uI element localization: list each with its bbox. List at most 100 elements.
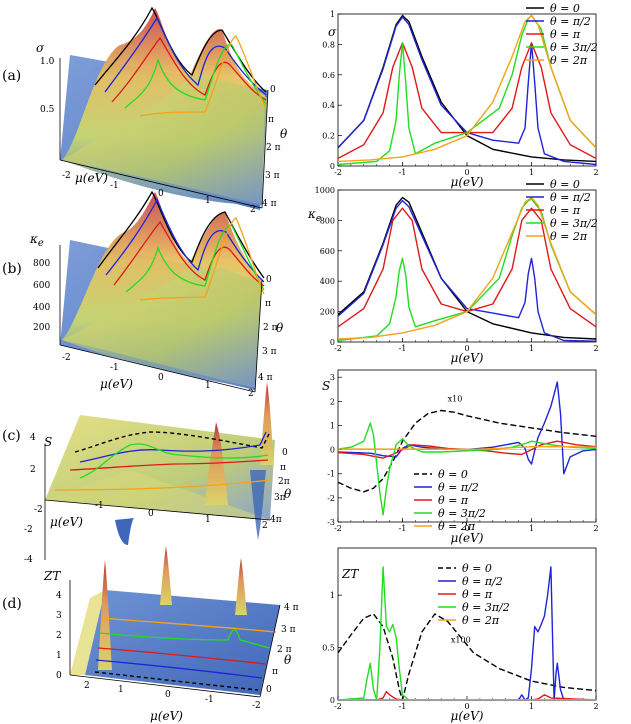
annotation-label: x10 xyxy=(448,394,463,403)
surface-d-theta-label: θ xyxy=(284,653,292,667)
legend-label: θ = π xyxy=(550,204,581,217)
surface-d-theta-tick: π xyxy=(272,667,278,677)
surface-c-spike xyxy=(260,382,274,465)
surface-c-z-tick: 4 xyxy=(30,433,36,443)
series-line xyxy=(338,446,596,451)
surface-c-front-face xyxy=(45,470,270,520)
surface-d-mesh xyxy=(85,590,280,695)
legend-label: θ = 3π/2 xyxy=(438,507,486,520)
surface-b-theta-label: θ xyxy=(276,321,284,335)
legend-label: θ = 0 xyxy=(550,178,580,191)
y-tick-label: 0.4 xyxy=(322,101,335,110)
legend-label: θ = 2π xyxy=(438,520,476,533)
surface-d-theta-tick: 2 π xyxy=(277,645,292,655)
surface-c-theta-tick: π xyxy=(280,463,286,473)
series-line xyxy=(338,199,596,342)
y-tick-label: 1 xyxy=(330,591,335,600)
x-tick-label: 0 xyxy=(464,168,469,177)
y-tick-label: 400 xyxy=(320,277,335,286)
surface-a-curve-theta-pi xyxy=(111,36,267,103)
surface-a-x-tick: -2 xyxy=(62,171,71,181)
x-tick-label: 2 xyxy=(593,168,598,177)
surface-a-x-tick: 2 xyxy=(250,205,256,215)
surface-a-curve-theta-pi2 xyxy=(104,16,267,96)
series-line xyxy=(338,566,596,700)
x-tick-label: -1 xyxy=(399,702,407,711)
x-tick-label: 1 xyxy=(529,702,534,711)
series-line xyxy=(338,16,596,166)
surface-d-z-tick: 1 xyxy=(56,651,62,661)
surface-a-x-tick: -1 xyxy=(110,181,119,191)
legend-label: θ = 2π xyxy=(550,230,588,243)
surface-c-x-tick: 1 xyxy=(205,515,211,525)
y-tick-label: -1 xyxy=(327,470,335,479)
surface-b-x-tick: -1 xyxy=(110,363,119,373)
y-tick-label: 1 xyxy=(330,421,335,430)
surface-b-x-tick: 2 xyxy=(248,389,254,399)
y-tick-label: 1 xyxy=(330,10,335,19)
surface-d-curve-theta-0 xyxy=(94,671,259,691)
panel-label-a: (a) xyxy=(2,68,21,84)
x-tick-label: -1 xyxy=(399,344,407,353)
surface-a-z-tick: 1.0 xyxy=(40,57,55,67)
surface-d-side-face xyxy=(70,590,105,675)
series-line xyxy=(338,566,596,700)
y-tick-label: 0.5 xyxy=(322,644,335,653)
x-tick-label: 2 xyxy=(593,702,598,711)
surface-c-dip xyxy=(250,470,266,540)
y-tick-label: 0.2 xyxy=(322,132,335,141)
y-axis-label: κe xyxy=(307,207,321,224)
surface-c-x-label: μ(eV) xyxy=(50,515,83,529)
legend-label: θ = π/2 xyxy=(438,481,479,494)
x-tick-label: 1 xyxy=(529,168,534,177)
surface-b-z-tick: 200 xyxy=(33,323,50,333)
y-tick-label: 200 xyxy=(320,308,335,317)
line-chart-d: -2 -1 0 1 200.51μ(eV)ZT θ = 0θ = π/2θ = πθ = … xyxy=(322,547,599,723)
legend-label: θ = π/2 xyxy=(550,191,591,204)
legend-label: θ = π xyxy=(462,588,493,601)
surface-a-x-tick: 0 xyxy=(158,189,164,199)
y-tick-label: 0 xyxy=(330,446,335,455)
surface-a-theta-tick: π xyxy=(268,115,274,125)
surface-plot-d: ZT 4 3 2 1 0 2 1 0 -1 -2 4 π 3 π 2 π π 0… xyxy=(43,546,299,723)
x-tick-label: 0 xyxy=(464,702,469,711)
surface-b-theta-tick: 4 π xyxy=(258,373,273,383)
surface-b-theta-tick: π xyxy=(265,299,271,309)
x-tick-label: -2 xyxy=(334,702,342,711)
surface-c-x-tick: 0 xyxy=(148,509,154,519)
surface-b-curve-theta-2pi xyxy=(139,217,265,301)
y-tick-label: 0 xyxy=(330,696,335,705)
series-line xyxy=(338,613,596,700)
surface-a-x-label: μ(eV) xyxy=(75,171,108,185)
surface-d-x-tick: -2 xyxy=(252,701,261,711)
surface-c-theta-tick: 4π xyxy=(270,515,282,525)
surface-d-curve-theta-3pi2 xyxy=(99,629,271,649)
x-axis-label: μ(eV) xyxy=(451,175,484,189)
surface-c-curve-theta-2pi xyxy=(54,479,271,491)
surface-b-x-label: μ(eV) xyxy=(100,377,133,391)
x-axis-label: μ(eV) xyxy=(451,351,484,365)
legend-label: θ = 0 xyxy=(550,2,580,15)
x-tick-label: -1 xyxy=(399,168,407,177)
surface-d-spike xyxy=(160,546,172,605)
y-axis-label: ZT xyxy=(341,567,359,581)
y-tick-label: 0 xyxy=(330,338,335,347)
line-chart-a: -2 -1 0 1 200.20.40.60.81μ(eV)σθ = 0θ = π/2θ… xyxy=(322,2,598,189)
series-line xyxy=(338,196,596,340)
legend-label: θ = 0 xyxy=(462,562,492,575)
x-tick-label: -2 xyxy=(334,524,342,533)
surface-b-theta-tick: 3 π xyxy=(262,347,277,357)
surface-b-z-tick: 600 xyxy=(33,281,50,291)
surface-c-dip xyxy=(115,518,134,545)
surface-d-x-tick: 0 xyxy=(165,690,171,700)
x-axis-label: μ(eV) xyxy=(451,709,484,723)
panel-label-b: (b) xyxy=(2,261,22,277)
legend-label: θ = 3π/2 xyxy=(550,217,598,230)
y-tick-label: -3 xyxy=(327,518,335,527)
legend-label: θ = π xyxy=(438,494,469,507)
series-line xyxy=(338,14,596,163)
surface-a-curve-theta-3pi2 xyxy=(124,44,267,109)
surface-c-theta-label: θ xyxy=(284,487,292,501)
